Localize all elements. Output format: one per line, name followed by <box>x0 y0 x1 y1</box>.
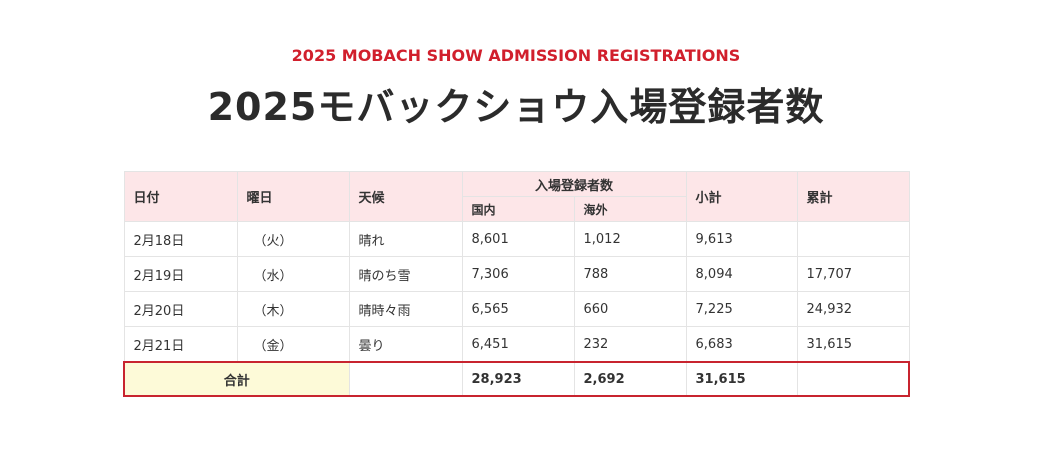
total-row: 合計 28,923 2,692 31,615 <box>123 361 911 397</box>
cell-subtotal: 9,613 <box>685 221 798 257</box>
header-weekday: 曜日 <box>236 171 350 222</box>
header-domestic: 国内 <box>461 196 575 222</box>
cell-date: 2月20日 <box>123 291 238 327</box>
cell-weekday: （水） <box>236 256 350 292</box>
cell-cumulative: 24,932 <box>796 291 910 327</box>
table-total-row: 合計 28,923 2,692 31,615 <box>123 361 911 397</box>
table-body: 2月18日 （火） 晴れ 8,601 1,012 9,613 2月19日 （水）… <box>123 221 910 363</box>
cell-overseas: 1,012 <box>573 221 687 257</box>
registrations-table: 日付 曜日 天候 入場登録者数 小計 累計 国内 海外 2月18日 （火） 晴れ… <box>123 171 911 397</box>
header-overseas: 海外 <box>573 196 687 222</box>
cell-weather: 晴れ <box>348 221 463 257</box>
cell-date: 2月18日 <box>123 221 238 257</box>
cell-overseas: 660 <box>573 291 687 327</box>
cell-cumulative: 17,707 <box>796 256 910 292</box>
cell-domestic: 7,306 <box>461 256 575 292</box>
cell-weather: 曇り <box>348 326 463 363</box>
header-cumulative: 累計 <box>796 171 910 222</box>
table-row: 2月20日 （木） 晴時々雨 6,565 660 7,225 24,932 <box>123 291 910 327</box>
cell-cumulative <box>796 221 910 257</box>
table-row: 2月18日 （火） 晴れ 8,601 1,012 9,613 <box>123 221 910 257</box>
total-cumulative <box>796 361 911 397</box>
cell-date: 2月19日 <box>123 256 238 292</box>
cell-weekday: （火） <box>236 221 350 257</box>
cell-domestic: 6,565 <box>461 291 575 327</box>
cell-weekday: （金） <box>236 326 350 363</box>
cell-date: 2月21日 <box>123 326 238 363</box>
total-subtotal: 31,615 <box>685 361 798 397</box>
header-date: 日付 <box>123 171 238 222</box>
total-domestic: 28,923 <box>461 361 575 397</box>
cell-domestic: 8,601 <box>461 221 575 257</box>
total-label: 合計 <box>123 361 350 397</box>
cell-weekday: （木） <box>236 291 350 327</box>
cell-weather: 晴のち雪 <box>348 256 463 292</box>
table-header: 日付 曜日 天候 入場登録者数 小計 累計 国内 海外 <box>123 171 910 222</box>
header-registrants: 入場登録者数 <box>461 171 687 197</box>
total-weather <box>348 361 463 397</box>
header-weather: 天候 <box>348 171 463 222</box>
cell-subtotal: 7,225 <box>685 291 798 327</box>
table-row: 2月21日 （金） 曇り 6,451 232 6,683 31,615 <box>123 326 910 363</box>
cell-weather: 晴時々雨 <box>348 291 463 327</box>
cell-subtotal: 6,683 <box>685 326 798 363</box>
cell-overseas: 232 <box>573 326 687 363</box>
cell-subtotal: 8,094 <box>685 256 798 292</box>
header-subtotal: 小計 <box>685 171 798 222</box>
cell-domestic: 6,451 <box>461 326 575 363</box>
cell-cumulative: 31,615 <box>796 326 910 363</box>
table-row: 2月19日 （水） 晴のち雪 7,306 788 8,094 17,707 <box>123 256 910 292</box>
page-subtitle: 2025 MOBACH SHOW ADMISSION REGISTRATIONS <box>291 46 741 65</box>
cell-overseas: 788 <box>573 256 687 292</box>
total-overseas: 2,692 <box>573 361 687 397</box>
page-title: 2025モバックショウ入場登録者数 <box>207 85 825 129</box>
